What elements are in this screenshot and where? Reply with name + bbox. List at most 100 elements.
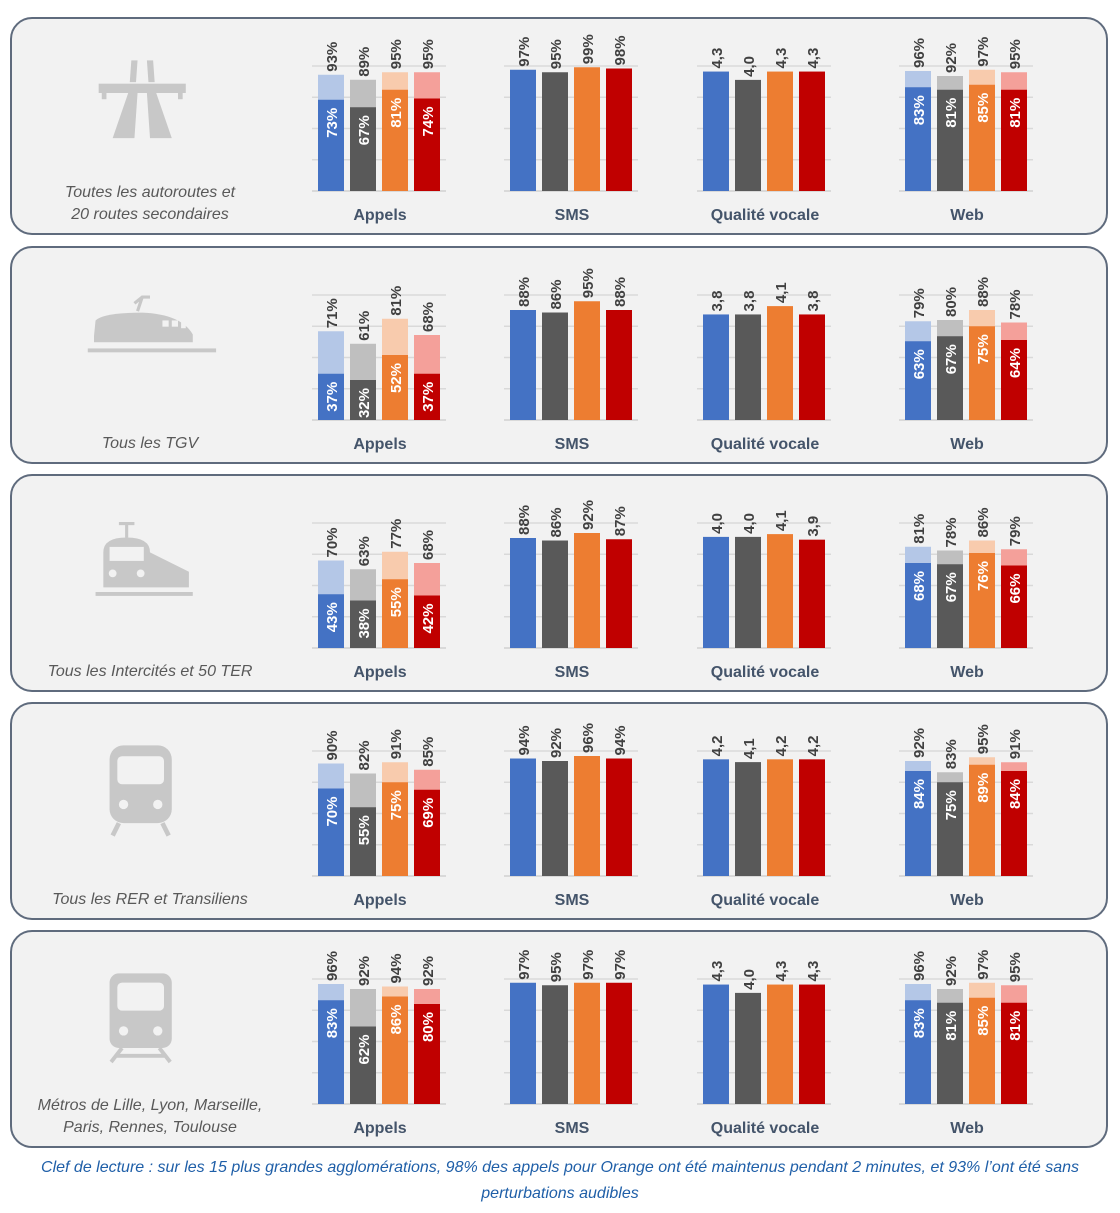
value-label: 92% (943, 43, 960, 73)
qv-chart: 3,8 3,8 4,1 3,8 (697, 282, 831, 421)
inner-value-label: 67% (943, 572, 960, 602)
inner-value-label: 81% (1007, 98, 1024, 128)
value-label: 90% (324, 730, 341, 760)
bar (606, 758, 632, 876)
inner-value-label: 75% (388, 790, 405, 820)
value-label: 94% (388, 953, 405, 983)
inner-value-label: 68% (911, 571, 928, 601)
value-label: 85% (420, 737, 437, 767)
bar-inner (905, 563, 931, 648)
value-label: 88% (612, 277, 629, 307)
inner-value-label: 80% (420, 1012, 437, 1042)
bar-inner (414, 373, 440, 420)
value-label: 70% (324, 527, 341, 557)
web-chart-title: Web (950, 207, 984, 224)
sms-chart: 88% 86% 95% 88% (504, 268, 638, 421)
bar-inner (1001, 1002, 1027, 1104)
inner-value-label: 83% (324, 1008, 341, 1038)
bar (799, 984, 825, 1104)
reading-key-caption: Clef de lecture : sur les 15 plus grande… (41, 1159, 1079, 1202)
train-icon (95, 522, 193, 596)
inner-value-label: 64% (1007, 348, 1024, 378)
value-label: 68% (420, 302, 437, 332)
sms-chart: 88% 86% 92% 87% (504, 500, 638, 649)
value-label: 95% (420, 39, 437, 69)
bar (542, 540, 568, 648)
bar-inner (414, 1004, 440, 1104)
bar (767, 759, 793, 876)
inner-value-label: 37% (420, 382, 437, 412)
metro-icon (109, 973, 172, 1064)
qv-chart-title: Qualité vocale (710, 436, 820, 453)
value-label: 4,0 (741, 969, 758, 990)
highway-icon (98, 60, 186, 139)
bar-inner (382, 89, 408, 191)
value-label: 96% (911, 38, 928, 68)
environment-label-line: Paris, Rennes, Toulouse (63, 1119, 237, 1136)
environment-label-line: Tous les TGV (101, 435, 199, 452)
environment-panel: Toutes les autoroutes et 20 routes second… (10, 17, 1108, 235)
value-label: 80% (943, 287, 960, 317)
bar (735, 762, 761, 876)
bar-inner (937, 89, 963, 191)
bar-inner (382, 579, 408, 648)
environment-label: Métros de Lille, Lyon, Marseille, Paris, … (22, 1095, 278, 1139)
value-label: 4,3 (805, 48, 822, 69)
bar-inner (969, 553, 995, 648)
value-label: 95% (580, 268, 597, 298)
web-chart: 96% 83% 92% 81% 97% 85% 95% 81% (899, 37, 1033, 192)
inner-value-label: 43% (324, 602, 341, 632)
sms-chart-title: SMS (554, 664, 590, 681)
bar-inner (350, 107, 376, 191)
value-label: 92% (580, 500, 597, 530)
inner-value-label: 67% (943, 344, 960, 374)
inner-value-label: 67% (356, 115, 373, 145)
sms-chart-title: SMS (554, 207, 590, 224)
bar (735, 536, 761, 648)
value-label: 95% (548, 952, 565, 982)
value-label: 4,0 (741, 56, 758, 77)
value-label: 92% (943, 956, 960, 986)
bar-inner (937, 336, 963, 420)
value-label: 86% (548, 507, 565, 537)
value-label: 94% (612, 725, 629, 755)
value-label: 95% (388, 39, 405, 69)
environment-label: Tous les Intercités et 50 TER (22, 661, 278, 683)
value-label: 98% (612, 35, 629, 65)
sms-chart-title: SMS (554, 1120, 590, 1137)
inner-value-label: 76% (975, 561, 992, 591)
bar (606, 539, 632, 648)
bar (767, 306, 793, 420)
value-label: 77% (388, 519, 405, 549)
value-label: 88% (975, 277, 992, 307)
value-label: 79% (1007, 516, 1024, 546)
value-label: 61% (356, 311, 373, 341)
bar (606, 982, 632, 1104)
bar (606, 310, 632, 420)
inner-value-label: 81% (1007, 1011, 1024, 1041)
qv-chart: 4,3 4,0 4,3 4,3 (697, 48, 831, 192)
bar-inner (318, 788, 344, 876)
appels-chart: 93% 73% 89% 67% 95% 81% 95% 74% (312, 39, 446, 192)
value-label: 4,2 (805, 735, 822, 756)
value-label: 4,3 (709, 961, 726, 982)
value-label: 97% (975, 37, 992, 67)
qv-chart: 4,3 4,0 4,3 4,3 (697, 961, 831, 1105)
inner-value-label: 55% (356, 815, 373, 845)
value-label: 91% (388, 729, 405, 759)
bar (703, 984, 729, 1104)
bar-inner (318, 99, 344, 191)
value-label: 4,1 (741, 738, 758, 759)
value-label: 95% (1007, 952, 1024, 982)
bar (735, 992, 761, 1104)
inner-value-label: 52% (388, 363, 405, 393)
inner-value-label: 69% (420, 798, 437, 828)
bar-inner (969, 997, 995, 1104)
web-chart: 81% 68% 78% 67% 86% 76% 79% 66% (899, 507, 1033, 649)
sms-chart: 97% 95% 99% 98% (504, 34, 638, 192)
bar (574, 67, 600, 191)
web-chart: 92% 84% 83% 75% 95% 89% 91% 84% (899, 724, 1033, 877)
bar-inner (318, 1000, 344, 1104)
environment-label: Tous les TGV (22, 433, 278, 455)
value-label: 96% (580, 723, 597, 753)
